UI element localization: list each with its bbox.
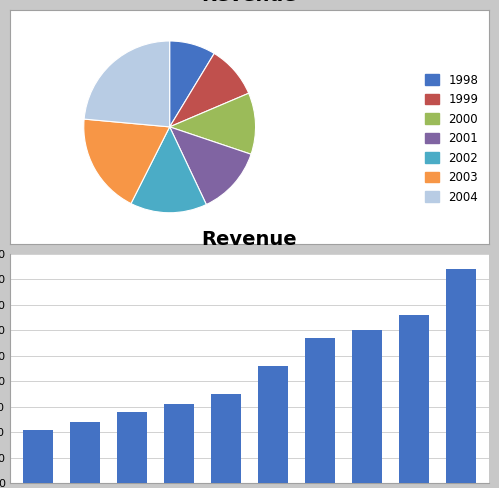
Bar <box>352 330 382 483</box>
Legend: 1998, 1999, 2000, 2001, 2002, 2003, 2004: 1998, 1999, 2000, 2001, 2002, 2003, 2004 <box>420 69 483 208</box>
Bar <box>211 394 242 483</box>
Bar <box>257 366 288 483</box>
Wedge shape <box>170 127 251 204</box>
Bar <box>446 269 476 483</box>
Bar <box>23 429 53 483</box>
Bar <box>117 412 147 483</box>
Bar <box>70 422 100 483</box>
Bar <box>164 404 194 483</box>
Title: Revenue: Revenue <box>202 230 297 249</box>
Bar <box>305 338 335 483</box>
Wedge shape <box>170 54 249 127</box>
Wedge shape <box>170 41 214 127</box>
Wedge shape <box>84 41 170 127</box>
Wedge shape <box>84 119 170 203</box>
Title: Revenue: Revenue <box>202 0 297 5</box>
Wedge shape <box>170 93 255 154</box>
Bar <box>399 315 429 483</box>
Wedge shape <box>131 127 207 213</box>
